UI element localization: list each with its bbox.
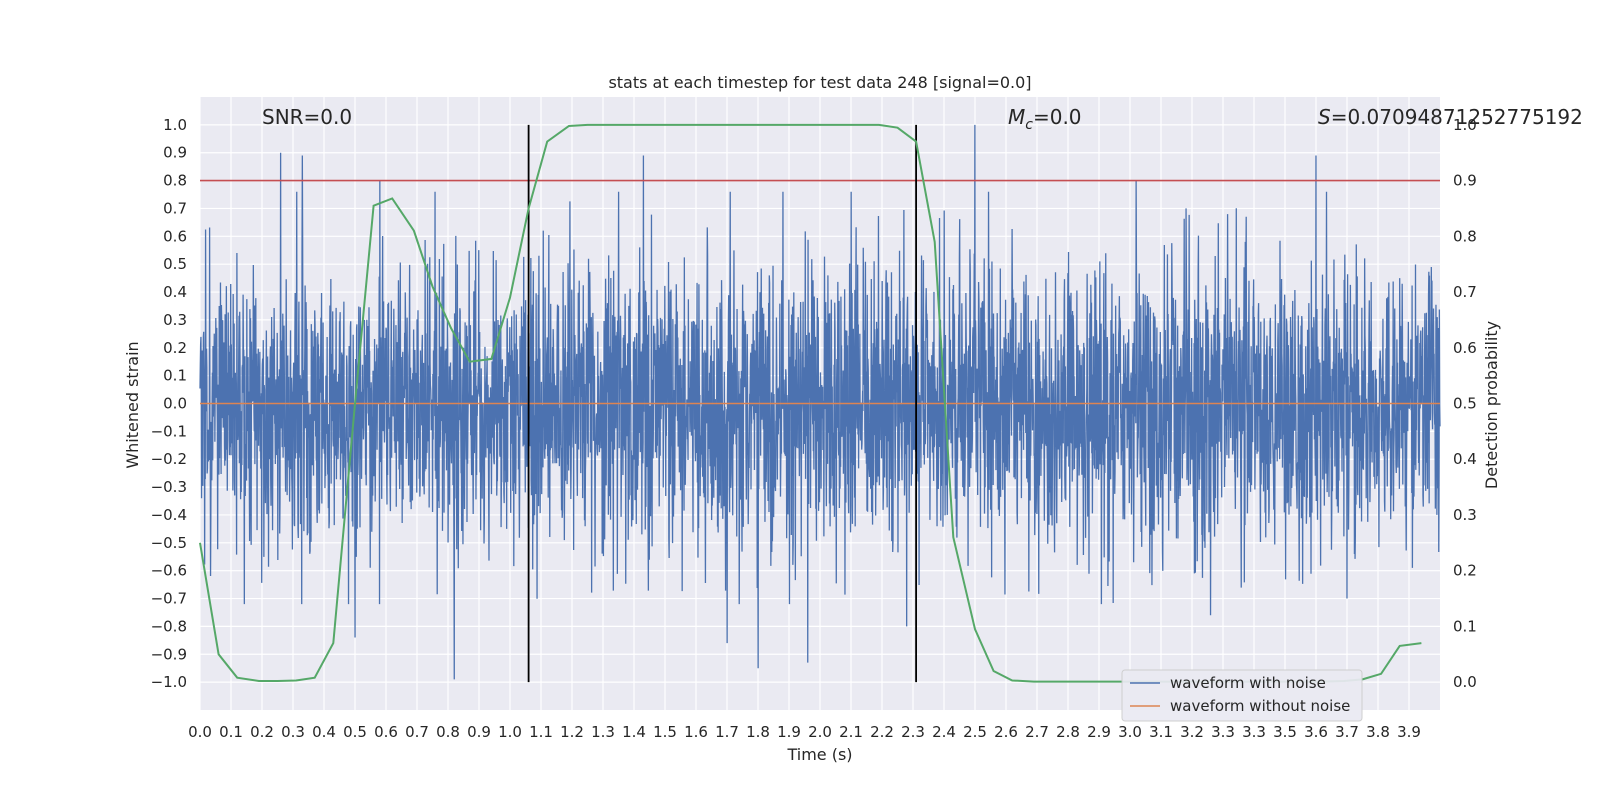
x-tick-label: 1.9	[777, 723, 801, 741]
y-tick-label: 0.5	[163, 255, 187, 273]
x-tick-label: 2.0	[808, 723, 832, 741]
x-tick-label: 3.3	[1242, 723, 1266, 741]
s-annotation: S=0.07094871252775192	[1318, 105, 1583, 129]
y-axis-label: Whitened strain	[123, 341, 142, 468]
y-tick-label: −1.0	[151, 673, 187, 691]
x-tick-label: 0.1	[219, 723, 243, 741]
waveform-with-noise-series	[199, 124, 1441, 680]
vertical-markers	[527, 124, 917, 683]
y2-tick-label: 1.0	[1453, 116, 1477, 134]
x-tick-label: 3.0	[1118, 723, 1142, 741]
x-tick-label: 1.6	[684, 723, 708, 741]
snr-annotation: SNR=0.0	[262, 105, 352, 129]
y-tick-label: −0.8	[151, 617, 187, 635]
x-tick-label: 3.5	[1273, 723, 1297, 741]
y-tick-label: 0.7	[163, 199, 187, 217]
waveform-with-noise-line	[199, 124, 1441, 680]
y-tick-label: 0.4	[163, 283, 187, 301]
s-symbol: S	[1318, 105, 1331, 129]
x-tick-label: 0.8	[436, 723, 460, 741]
y2-tick-label: 0.7	[1453, 283, 1477, 301]
y-tick-label: −0.2	[151, 450, 187, 468]
x-ticks: 0.0 0.1 0.2 0.3 0.4 0.5 0.6 0.7 0.8 0.9 1.0 1.1 1.2 1…	[188, 723, 1421, 741]
x-tick-label: 2.8	[1056, 723, 1080, 741]
x-tick-label: 1.0	[498, 723, 522, 741]
x-tick-label: 2.7	[1025, 723, 1049, 741]
x-tick-label: 1.2	[560, 723, 584, 741]
mc-symbol: M	[1008, 105, 1025, 129]
x-tick-label: 1.4	[622, 723, 646, 741]
x-tick-label: 3.6	[1304, 723, 1328, 741]
x-tick-label: 2.4	[932, 723, 956, 741]
y2-tick-label: 0.6	[1453, 339, 1477, 357]
y2-tick-label: 0.1	[1453, 617, 1477, 635]
x-tick-label: 0.5	[343, 723, 367, 741]
x-tick-label: 2.3	[901, 723, 925, 741]
y-tick-label: 0.0	[163, 395, 187, 413]
mc-annotation: Mc=0.0	[1008, 105, 1082, 133]
x-tick-label: 1.5	[653, 723, 677, 741]
x-tick-label: 2.2	[870, 723, 894, 741]
y-tick-label: −0.4	[151, 506, 187, 524]
x-tick-label: 0.7	[405, 723, 429, 741]
y-tick-label: −0.6	[151, 562, 187, 580]
legend-box	[1121, 669, 1363, 722]
chart-title: stats at each timestep for test data 248…	[608, 73, 1031, 92]
x-tick-label: 0.3	[281, 723, 305, 741]
s-value: =0.07094871252775192	[1331, 105, 1583, 129]
x-tick-label: 0.2	[250, 723, 274, 741]
x-tick-label: 2.1	[839, 723, 863, 741]
x-tick-label: 1.1	[529, 723, 553, 741]
y-tick-label: 0.9	[163, 144, 187, 162]
y2-tick-label: 0.0	[1453, 673, 1477, 691]
x-tick-label: 3.3	[1211, 723, 1235, 741]
x-tick-label: 0.9	[467, 723, 491, 741]
y2-tick-label: 0.2	[1453, 562, 1477, 580]
x-tick-label: 3.7	[1335, 723, 1359, 741]
y-tick-label: −0.1	[151, 422, 187, 440]
legend-label-noise: waveform with noise	[1170, 674, 1326, 692]
x-tick-label: 3.2	[1180, 723, 1204, 741]
mc-value: =0.0	[1033, 105, 1082, 129]
y2-axis-label: Detection probability	[1482, 321, 1501, 489]
y2-tick-label: 0.9	[1453, 172, 1477, 190]
y-tick-label: 1.0	[163, 116, 187, 134]
y-tick-label: 0.1	[163, 367, 187, 385]
y-tick-label: −0.5	[151, 534, 187, 552]
y-tick-label: −0.7	[151, 590, 187, 608]
y-tick-label: 0.6	[163, 227, 187, 245]
y2-tick-label: 0.4	[1453, 450, 1477, 468]
x-tick-label: 3.1	[1149, 723, 1173, 741]
x-tick-label: 1.7	[715, 723, 739, 741]
y2-tick-label: 0.8	[1453, 227, 1477, 245]
y-tick-label: −0.9	[151, 645, 187, 663]
x-tick-label: 0.6	[374, 723, 398, 741]
x-tick-label: 1.8	[746, 723, 770, 741]
y2-tick-label: 0.5	[1453, 395, 1477, 413]
x-tick-label: 0.0	[188, 723, 212, 741]
x-tick-label: 0.4	[312, 723, 336, 741]
y-tick-label: 0.2	[163, 339, 187, 357]
x-tick-label: 3.8	[1366, 723, 1390, 741]
y-tick-label: 0.8	[163, 172, 187, 190]
x-tick-label: 3.9	[1397, 723, 1421, 741]
y-tick-label: −0.3	[151, 478, 187, 496]
x-tick-label: 1.3	[591, 723, 615, 741]
y-ticks: 1.0 0.9 0.8 0.7 0.6 0.5 0.4 0.3 0.2 0.1 0.0 −0.1 −0.…	[151, 116, 187, 691]
x-tick-label: 2.9	[1087, 723, 1111, 741]
y2-tick-label: 0.3	[1453, 506, 1477, 524]
legend: waveform with noise waveform without noi…	[1121, 669, 1363, 722]
x-axis-label: Time (s)	[786, 745, 852, 764]
legend-label-clean: waveform without noise	[1170, 697, 1350, 715]
mc-subscript: c	[1025, 117, 1033, 133]
y-tick-label: 0.3	[163, 311, 187, 329]
y2-ticks: 1.0 0.9 0.8 0.7 0.6 0.5 0.4 0.3 0.2 0.1 0.0	[1453, 116, 1477, 691]
x-tick-label: 2.6	[994, 723, 1018, 741]
x-tick-label: 2.5	[963, 723, 987, 741]
